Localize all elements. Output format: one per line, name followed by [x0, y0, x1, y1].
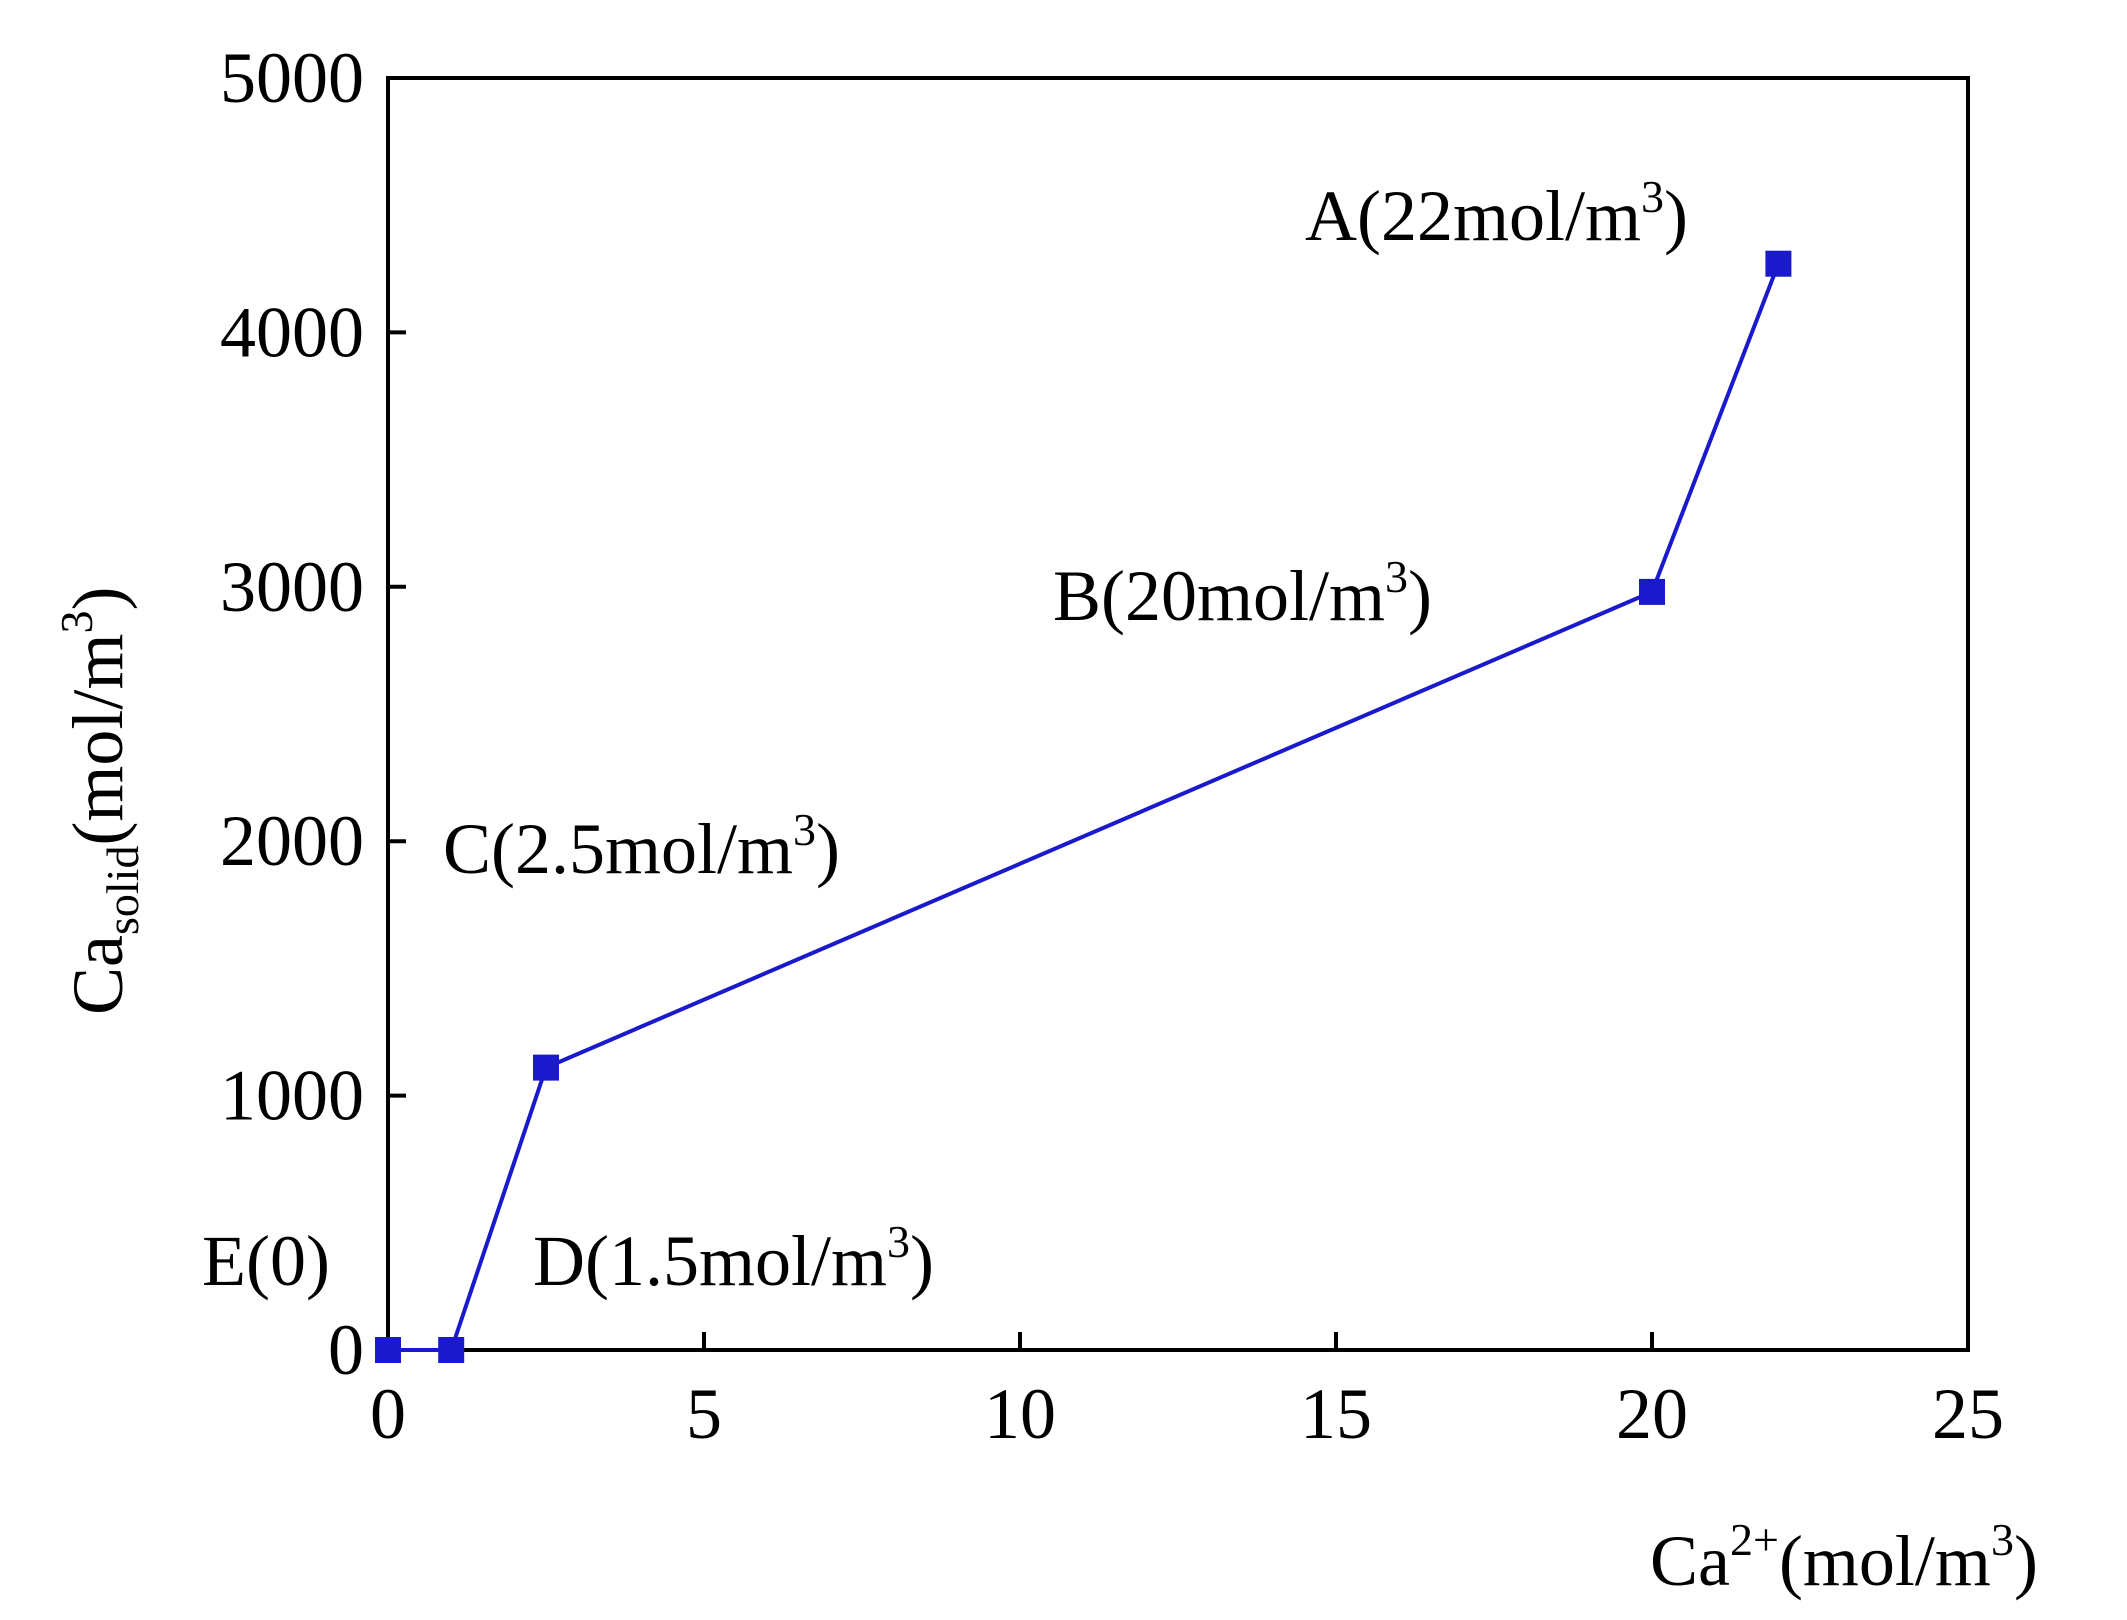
- series: [375, 250, 1792, 1363]
- y-tick-label: 5000: [220, 38, 364, 118]
- data-point: [1765, 250, 1792, 277]
- data-point: [438, 1337, 465, 1363]
- series-line: [388, 262, 1781, 1352]
- plot-frame: [386, 76, 1970, 1352]
- data-point: [533, 1054, 559, 1081]
- x-tick-label: 10: [984, 1374, 1056, 1454]
- y-axis-title: Casolid(mol/m3): [51, 587, 148, 1015]
- label-E: E(0): [202, 1221, 330, 1301]
- label-D: D(1.5mol/m3): [533, 1216, 934, 1301]
- label-C: C(2.5mol/m3): [443, 804, 840, 889]
- x-tick-label: 0: [370, 1374, 406, 1454]
- y-tick-label: 1000: [220, 1056, 364, 1136]
- x-tick-label: 5: [686, 1374, 722, 1454]
- data-point: [1639, 578, 1665, 605]
- annotations: A(22mol/m3) B(20mol/m3) C(2.5mol/m3) D(1…: [202, 171, 1688, 1301]
- x-tick-label: 15: [1300, 1374, 1372, 1454]
- x-axis-title: Ca2+(mol/m3): [1650, 1514, 2038, 1601]
- y-tick-label: 3000: [220, 547, 364, 627]
- label-B: B(20mol/m3): [1053, 551, 1432, 636]
- y-tick-label: 0: [328, 1310, 364, 1390]
- x-tick-label: 25: [1932, 1374, 2004, 1454]
- plot-area: [386, 76, 1970, 1352]
- label-A: A(22mol/m3): [1305, 171, 1688, 256]
- data-point: [375, 1337, 401, 1363]
- ticks: [386, 76, 1970, 1352]
- tick-labels: 0 5 10 15 20 25 0 1000 2000 3000 4000 5000: [220, 38, 2004, 1454]
- y-tick-label: 4000: [220, 292, 364, 372]
- x-tick-label: 20: [1616, 1374, 1688, 1454]
- y-tick-label: 2000: [220, 801, 364, 881]
